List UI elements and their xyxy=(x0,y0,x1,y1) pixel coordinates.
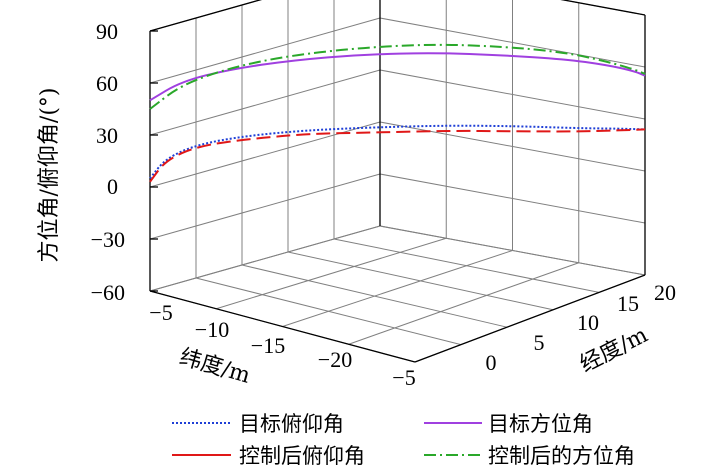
lat-tick-label: −20 xyxy=(318,347,352,372)
axes-layer xyxy=(149,0,646,363)
lon-tick-labels: 0 5 10 15 20 xyxy=(486,280,677,375)
floor-grid-line xyxy=(333,238,600,293)
z-tick-label: 90 xyxy=(96,19,118,44)
z-tick-labels: 90 60 30 0 −30 −60 xyxy=(91,19,125,305)
top-right-edge xyxy=(560,0,646,16)
floor-grid-line xyxy=(216,237,447,310)
controlled-elevation-line xyxy=(149,128,646,183)
left-wall-grid-line xyxy=(149,0,262,32)
z-tick-label: 30 xyxy=(96,123,118,148)
legend-label: 控制后的方位角 xyxy=(488,444,635,468)
lon-tick-label: 15 xyxy=(617,291,639,316)
legend-label: 目标方位角 xyxy=(488,412,593,436)
z-axis-title: 方位角/俯仰角/(°) xyxy=(37,88,62,263)
left-wall-grid-line xyxy=(149,225,381,292)
lon-tick-label: 0 xyxy=(486,350,497,375)
lon-tick-label: 5 xyxy=(534,330,545,355)
left-wall-grid-line xyxy=(149,17,381,84)
lon-tick-label: 10 xyxy=(577,310,599,335)
floor-grid-line xyxy=(241,264,508,328)
legend-label: 目标俯仰角 xyxy=(239,412,344,436)
floor-grid-line xyxy=(348,262,579,345)
left-wall-grid-line xyxy=(149,69,381,136)
left-wall-grid-line xyxy=(149,121,381,188)
z-tick-label: 0 xyxy=(107,174,118,199)
lat-tick-label: −10 xyxy=(195,317,229,342)
series-layer xyxy=(149,43,646,183)
legend-label: 控制后俯仰角 xyxy=(239,444,365,468)
floor-grid-line xyxy=(287,251,554,311)
z-tick-label: 60 xyxy=(96,71,118,96)
top-left-edge xyxy=(149,0,263,32)
left-wall-grid-line xyxy=(149,173,381,240)
lon-axis-line xyxy=(414,274,646,363)
lat-axis-line xyxy=(149,290,416,363)
lat-tick-label: −5 xyxy=(149,300,172,325)
target-elevation-line xyxy=(149,124,646,179)
lat-tick-label: −15 xyxy=(251,333,285,358)
floor-grid-line xyxy=(195,277,462,346)
z-tick-label: −30 xyxy=(91,227,125,252)
floor-grid-line xyxy=(282,250,513,327)
target-azimuth-line xyxy=(149,52,646,102)
z-tick-label: −60 xyxy=(91,280,125,305)
lat-tick-label: −5 xyxy=(392,365,415,390)
lat-axis-title: 纬度/m xyxy=(177,345,253,389)
lon-tick-label: 20 xyxy=(654,280,676,305)
lat-tick-labels: −5 −10 −15 −20 −5 xyxy=(149,300,415,390)
legend: 目标俯仰角 目标方位角 控制后俯仰角 控制后的方位角 xyxy=(172,412,635,468)
